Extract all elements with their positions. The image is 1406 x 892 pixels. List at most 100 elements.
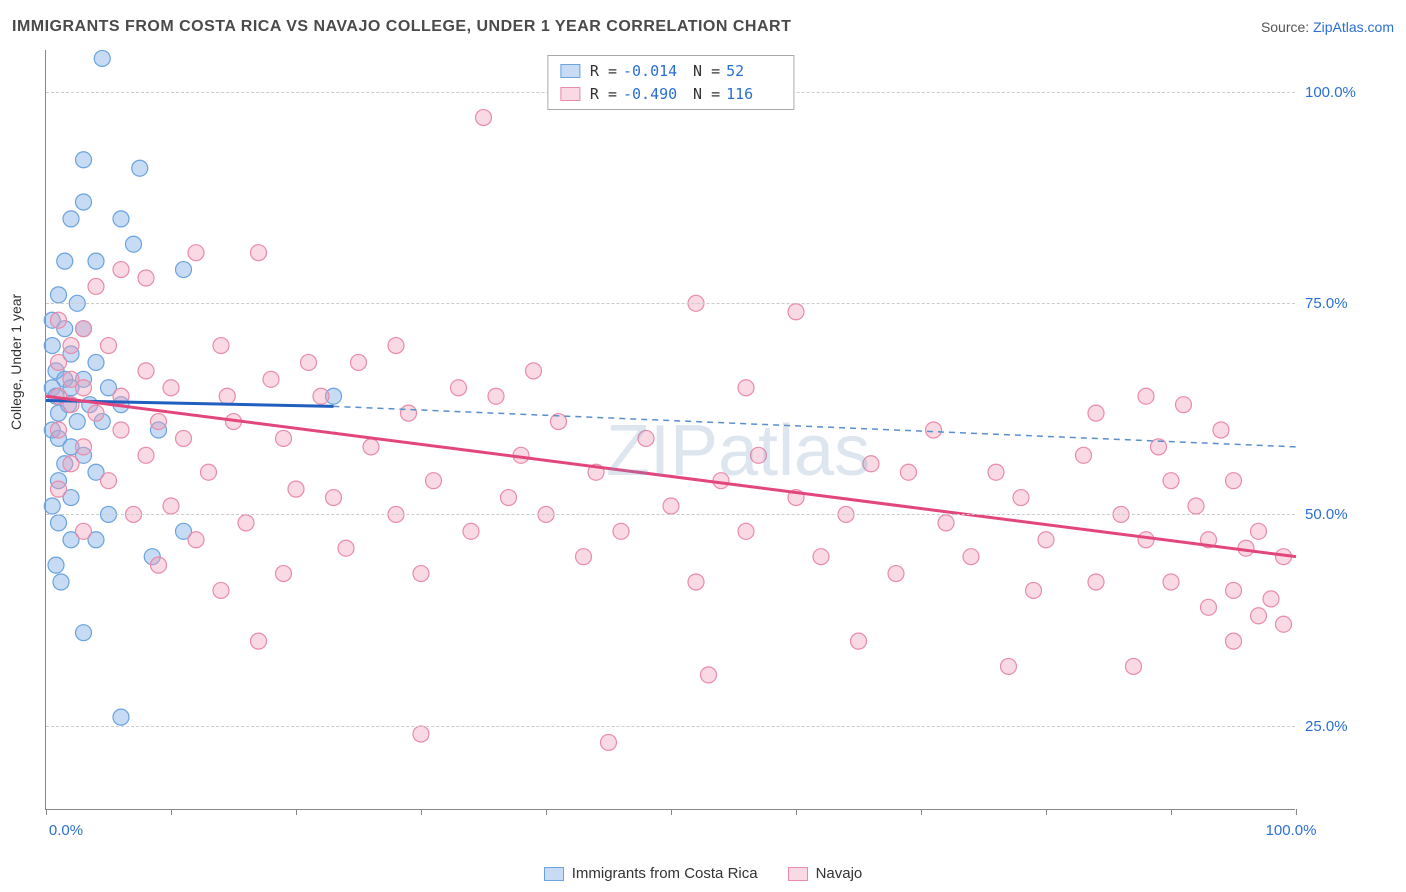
- scatter-point: [251, 633, 267, 649]
- scatter-point: [1163, 473, 1179, 489]
- scatter-point: [69, 414, 85, 430]
- scatter-point: [688, 574, 704, 590]
- scatter-point: [63, 338, 79, 354]
- scatter-point: [88, 354, 104, 370]
- x-tick: [421, 809, 422, 815]
- scatter-point: [788, 304, 804, 320]
- scatter-point: [188, 245, 204, 261]
- legend-r-value: -0.014: [623, 60, 678, 83]
- scatter-point: [76, 321, 92, 337]
- scatter-point: [251, 245, 267, 261]
- scatter-point: [1188, 498, 1204, 514]
- scatter-point: [1163, 574, 1179, 590]
- trend-line: [46, 396, 1296, 556]
- scatter-point: [751, 447, 767, 463]
- scatter-point: [276, 566, 292, 582]
- scatter-point: [51, 422, 67, 438]
- scatter-point: [1001, 658, 1017, 674]
- scatter-point: [863, 456, 879, 472]
- scatter-point: [451, 380, 467, 396]
- source-link[interactable]: ZipAtlas.com: [1313, 19, 1394, 35]
- legend-n-value: 52: [726, 60, 781, 83]
- x-tick: [796, 809, 797, 815]
- scatter-point: [132, 160, 148, 176]
- gridline: [46, 514, 1295, 515]
- scatter-point: [1138, 532, 1154, 548]
- x-tick-label: 100.0%: [1266, 822, 1317, 839]
- scatter-point: [238, 515, 254, 531]
- scatter-point: [963, 549, 979, 565]
- legend-swatch-icon: [788, 867, 808, 881]
- scatter-point: [326, 490, 342, 506]
- legend-r-label: R =: [590, 60, 617, 83]
- scatter-point: [51, 354, 67, 370]
- scatter-point: [51, 312, 67, 328]
- legend-n-value: 116: [726, 83, 781, 106]
- scatter-point: [76, 625, 92, 641]
- scatter-point: [201, 464, 217, 480]
- scatter-point: [44, 498, 60, 514]
- plot-area: ZIPatlas R =-0.014 N =52R =-0.490 N =116…: [45, 50, 1295, 810]
- scatter-point: [426, 473, 442, 489]
- scatter-point: [1176, 397, 1192, 413]
- scatter-point: [1138, 388, 1154, 404]
- scatter-point: [263, 371, 279, 387]
- legend-series-label: Navajo: [816, 865, 863, 882]
- scatter-point: [51, 515, 67, 531]
- scatter-point: [338, 540, 354, 556]
- scatter-point: [151, 557, 167, 573]
- legend-n-label: N =: [684, 60, 720, 83]
- x-tick: [171, 809, 172, 815]
- scatter-point: [126, 236, 142, 252]
- scatter-point: [413, 566, 429, 582]
- scatter-point: [219, 388, 235, 404]
- scatter-point: [76, 523, 92, 539]
- scatter-point: [213, 338, 229, 354]
- scatter-point: [938, 515, 954, 531]
- scatter-point: [1251, 608, 1267, 624]
- x-tick: [1171, 809, 1172, 815]
- scatter-point: [88, 253, 104, 269]
- scatter-point: [76, 152, 92, 168]
- chart-title: IMMIGRANTS FROM COSTA RICA VS NAVAJO COL…: [12, 18, 791, 36]
- y-tick-label: 50.0%: [1305, 506, 1390, 523]
- x-tick: [546, 809, 547, 815]
- scatter-point: [1213, 422, 1229, 438]
- y-tick-label: 100.0%: [1305, 84, 1390, 101]
- gridline: [46, 726, 1295, 727]
- scatter-point: [53, 574, 69, 590]
- scatter-point: [1026, 582, 1042, 598]
- scatter-point: [48, 557, 64, 573]
- scatter-point: [363, 439, 379, 455]
- scatter-point: [663, 498, 679, 514]
- scatter-point: [188, 532, 204, 548]
- x-tick: [1296, 809, 1297, 815]
- scatter-point: [1088, 574, 1104, 590]
- legend-stat-row: R = -0.014 N = 52: [560, 60, 781, 83]
- scatter-point: [113, 262, 129, 278]
- scatter-point: [1201, 599, 1217, 615]
- source-prefix: Source:: [1261, 19, 1313, 35]
- scatter-point: [94, 50, 110, 66]
- scatter-point: [501, 490, 517, 506]
- scatter-point: [44, 338, 60, 354]
- scatter-point: [288, 481, 304, 497]
- legend-r-label: R =: [590, 83, 617, 106]
- scatter-point: [701, 667, 717, 683]
- scatter-point: [138, 447, 154, 463]
- x-tick: [671, 809, 672, 815]
- legend-stat-row: R =-0.490 N =116: [560, 83, 781, 106]
- scatter-point: [76, 380, 92, 396]
- scatter-point: [488, 388, 504, 404]
- scatter-point: [88, 405, 104, 421]
- scatter-point: [151, 414, 167, 430]
- scatter-point: [1226, 473, 1242, 489]
- scatter-point: [601, 734, 617, 750]
- scatter-point: [1126, 658, 1142, 674]
- scatter-point: [901, 464, 917, 480]
- legend-n-label: N =: [684, 83, 720, 106]
- scatter-point: [51, 287, 67, 303]
- chart-header: IMMIGRANTS FROM COSTA RICA VS NAVAJO COL…: [12, 18, 1394, 36]
- scatter-point: [163, 380, 179, 396]
- scatter-point: [163, 498, 179, 514]
